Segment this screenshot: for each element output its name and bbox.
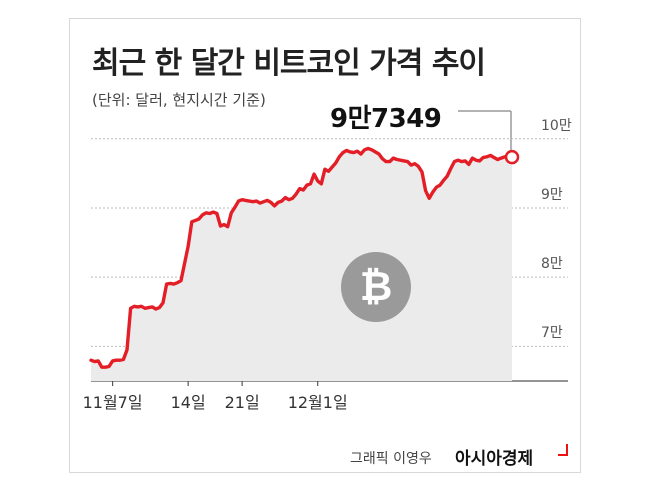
graphic-credit: 그래픽 이영우 [350,451,432,467]
chart-subtitle: (단위: 달러, 현지시간 기준) [92,91,266,109]
x-tick-label: 21일 [224,393,260,412]
y-tick-label: 8만 [541,256,563,273]
price-line [89,146,514,369]
y-tick-label: 9만 [541,186,563,203]
latest-price-label: 9만7349 [330,104,442,134]
chart-frame [69,18,581,473]
brand-mark-icon [558,444,568,456]
x-tick-label: 11월7일 [82,393,143,412]
brand-logo: 아시아경제 [455,449,534,469]
latest-price-marker [504,149,520,165]
price-area [91,148,512,381]
y-tick-label: 10만 [541,117,572,134]
x-tick-label: 12월1일 [287,393,348,412]
bitcoin-icon: ₿ [341,252,411,322]
chart-title: 최근 한 달간 비트코인 가격 추이 [92,46,486,81]
y-tick-label: 7만 [541,325,563,342]
x-tick-label: 14일 [170,393,206,412]
svg-text:₿: ₿ [360,264,393,310]
